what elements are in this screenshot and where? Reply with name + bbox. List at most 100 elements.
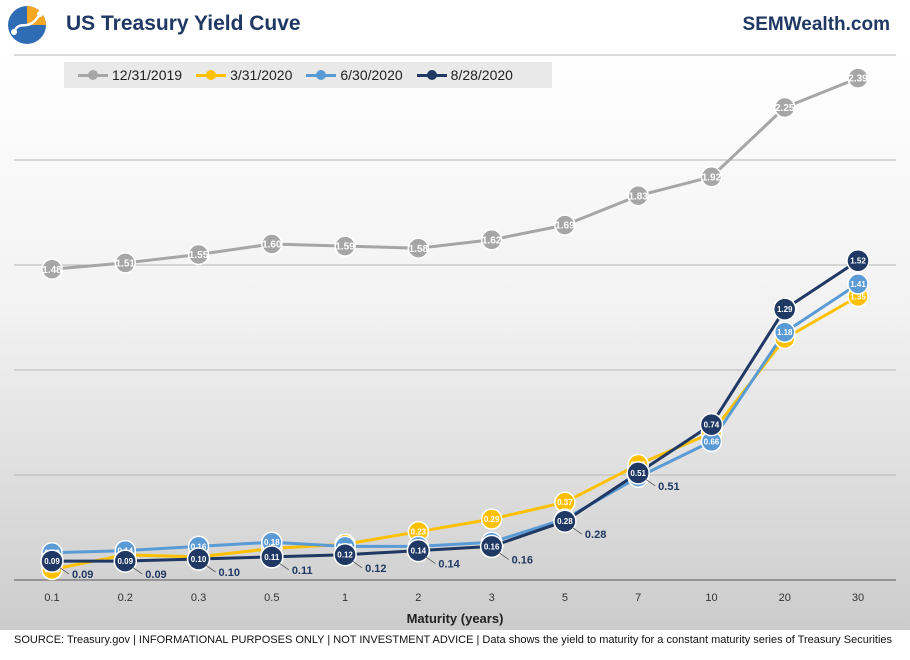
- data-label: 0.66: [704, 437, 720, 446]
- data-label: 1.60: [262, 240, 282, 251]
- legend-dot: [316, 70, 327, 80]
- legend-item: 12/31/2019: [78, 67, 182, 83]
- callout-leader: [425, 556, 436, 564]
- series-line: [51, 76, 859, 271]
- series-line: [51, 295, 859, 571]
- legend-label: 8/28/2020: [450, 67, 513, 83]
- data-label: 1.29: [777, 305, 793, 314]
- callout-label: 0.11: [292, 565, 313, 577]
- legend-item: 3/31/2020: [196, 67, 292, 83]
- callout-leader: [278, 562, 290, 571]
- data-label: 0.16: [484, 542, 500, 551]
- callout-leader: [132, 566, 143, 575]
- x-tick-label: 20: [779, 592, 791, 604]
- data-label: 1.69: [555, 221, 575, 232]
- data-label: 0.23: [411, 528, 427, 537]
- legend-label: 6/30/2020: [340, 67, 403, 83]
- callout-leader: [351, 560, 363, 569]
- legend-swatch: [306, 69, 337, 81]
- x-tick-label: 7: [635, 592, 641, 604]
- data-label: 0.18: [264, 538, 280, 547]
- legend-dot: [88, 70, 98, 80]
- data-point: [261, 233, 283, 255]
- data-label: 1.18: [777, 328, 793, 337]
- data-point: [772, 297, 797, 321]
- data-label: 1.58: [409, 244, 429, 255]
- data-point: [700, 166, 723, 188]
- data-label: 1.59: [335, 242, 355, 253]
- data-label: 1.55: [189, 250, 209, 261]
- plot-area: 0.1 0.2 0.3 0.5 1 2 3 5 7 10 20 30 Maturity (years) 1…: [0, 50, 910, 630]
- x-tick-label: 10: [705, 592, 717, 604]
- data-label: 0.37: [557, 498, 573, 507]
- x-tick-label: 30: [852, 592, 864, 604]
- x-tick-label: 0.5: [264, 592, 279, 604]
- data-label: 0.12: [337, 551, 353, 560]
- data-point: [186, 547, 211, 571]
- data-point: [407, 237, 430, 259]
- data-point: [699, 412, 724, 437]
- callout-label: 0.16: [512, 554, 533, 566]
- header: US Treasury Yield Cuve SEMWealth.com: [0, 0, 910, 50]
- x-tick-label: 1: [342, 592, 348, 604]
- legend-item: 6/30/2020: [306, 67, 403, 83]
- legend-swatch: [78, 69, 108, 81]
- data-label: 0.10: [191, 555, 207, 564]
- brand-name: SEMWealth.com: [742, 14, 890, 35]
- data-point: [553, 509, 577, 533]
- callout-leader: [498, 552, 509, 560]
- data-point: [773, 321, 796, 343]
- data-label: 1.51: [116, 259, 136, 270]
- data-point: [480, 508, 503, 530]
- source-note: SOURCE: Treasury.gov | INFORMATIONAL PUR…: [14, 634, 893, 646]
- data-label: 1.92: [702, 172, 722, 183]
- data-point: [113, 549, 138, 573]
- data-label: 0.29: [484, 515, 500, 524]
- data-point: [847, 67, 869, 89]
- x-tick-label: 0.2: [118, 592, 133, 604]
- data-label: 1.52: [850, 257, 866, 266]
- data-point: [846, 249, 870, 273]
- series-line: [52, 259, 859, 563]
- data-label: 0.16: [191, 542, 207, 551]
- callout-label: 0.12: [365, 563, 386, 575]
- callout-label: 0.14: [438, 559, 460, 571]
- data-point: [187, 243, 210, 266]
- data-point: [480, 229, 503, 251]
- callout-label: 0.10: [219, 567, 240, 579]
- x-tick-label: 3: [489, 592, 495, 604]
- legend-dot: [426, 70, 437, 80]
- data-point: [479, 534, 504, 559]
- callout-label: 0.51: [658, 481, 679, 493]
- legend-label: 3/31/2020: [230, 67, 293, 83]
- x-tick-label: 0.1: [44, 592, 59, 604]
- data-point: [40, 549, 64, 573]
- data-label: 0.74: [704, 420, 720, 429]
- data-label: 1.35: [850, 292, 866, 301]
- data-label: 0.11: [264, 553, 280, 562]
- data-label: 0.51: [630, 469, 646, 478]
- data-point: [627, 184, 649, 207]
- callout-label: 0.09: [72, 569, 93, 581]
- data-label: 1.62: [482, 235, 502, 246]
- data-point: [334, 235, 356, 257]
- callout-leader: [58, 566, 70, 575]
- data-point: [114, 252, 137, 274]
- legend-dot: [206, 70, 217, 80]
- series-line: [51, 282, 859, 555]
- chart-legend: 12/31/2019 3/31/2020 6/30/2020 8/28/2020: [64, 62, 552, 88]
- callout-label: 0.09: [145, 569, 166, 581]
- data-label: 0.09: [44, 557, 60, 566]
- data-label: 1.83: [628, 191, 648, 202]
- footer: SOURCE: Treasury.gov | INFORMATIONAL PUR…: [0, 630, 910, 660]
- data-label: 0.09: [117, 557, 133, 566]
- data-point: [260, 545, 284, 569]
- x-tick-label: 5: [562, 592, 568, 604]
- data-point: [773, 96, 796, 119]
- callout-leader: [644, 478, 656, 487]
- data-point: [333, 543, 357, 567]
- data-point: [626, 461, 650, 485]
- legend-item: 8/28/2020: [416, 67, 513, 83]
- globe-logo-icon: [6, 4, 52, 46]
